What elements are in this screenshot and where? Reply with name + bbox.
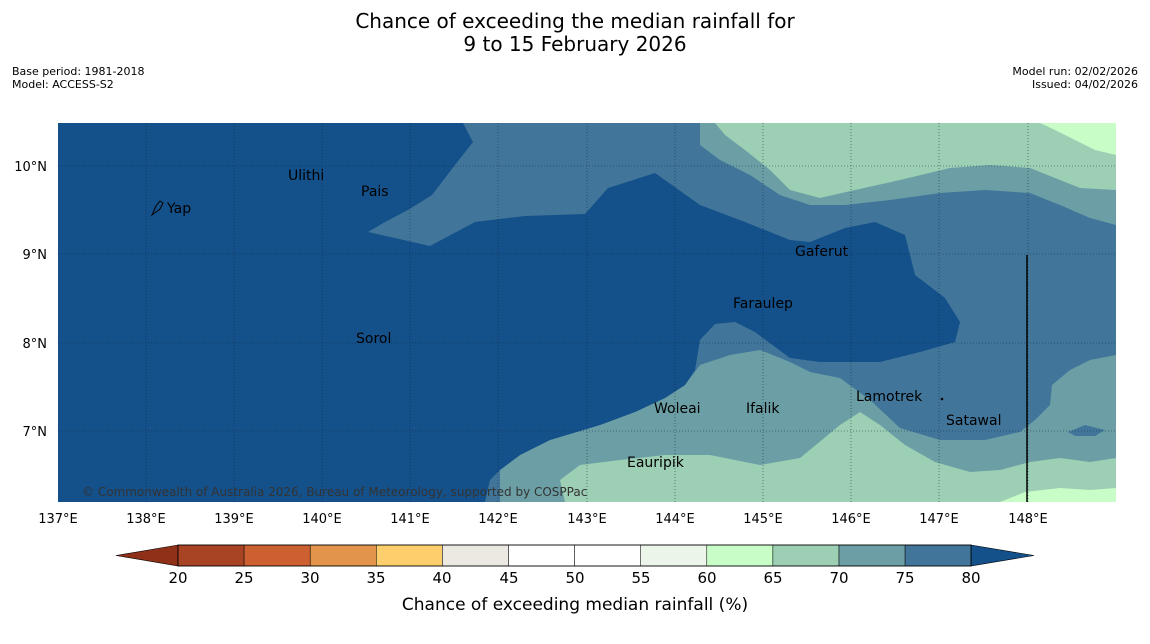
yap-island-shape — [150, 200, 164, 217]
lat-label: 7°N — [23, 425, 48, 440]
field-65-70-south — [560, 412, 1116, 502]
lat-label: 9°N — [23, 248, 48, 263]
colorbar-tick: 40 — [432, 569, 451, 587]
colorbar-tick: 50 — [565, 569, 584, 587]
place-faraulep: Faraulep — [733, 296, 793, 312]
colorbar-bin — [838, 544, 906, 567]
place-satawal: Satawal — [946, 413, 1001, 429]
colorbar-tick: 25 — [234, 569, 253, 587]
lon-label: 147°E — [919, 512, 959, 527]
meta-right: Model run: 02/02/2026 Issued: 04/02/2026 — [1012, 65, 1138, 91]
lon-label: 142°E — [478, 512, 518, 527]
colorbar-bin — [376, 544, 443, 567]
colorbar — [115, 544, 1035, 567]
place-labels: Yap Ulithi Pais Gaferut Faraulep Sorol W… — [166, 168, 1001, 471]
colorbar-under-triangle — [115, 544, 179, 567]
place-yap: Yap — [166, 201, 191, 217]
colorbar-tick: 35 — [366, 569, 385, 587]
colorbar-bin — [309, 544, 377, 567]
colorbar-ticks: 20 25 30 35 40 45 50 55 60 65 70 75 80 — [168, 569, 980, 587]
lon-label: 144°E — [655, 512, 695, 527]
place-sorol: Sorol — [356, 331, 391, 347]
model-name: Model: ACCESS-S2 — [12, 78, 114, 91]
colorbar-tick: 70 — [829, 569, 848, 587]
colorbar-bin — [640, 544, 708, 567]
issued-date: Issued: 04/02/2026 — [1031, 78, 1138, 91]
place-eauripik: Eauripik — [627, 455, 685, 471]
colorbar-bin — [508, 544, 575, 567]
colorbar-tick: 75 — [895, 569, 914, 587]
base-period: Base period: 1981-2018 — [12, 65, 145, 78]
field-60-65-north — [1040, 123, 1116, 155]
lon-label: 141°E — [390, 512, 430, 527]
meta-left: Base period: 1981-2018 Model: ACCESS-S2 — [12, 65, 144, 91]
colorbar-tick: 55 — [631, 569, 650, 587]
colorbar-over-triangle — [970, 544, 1035, 567]
model-run: Model run: 02/02/2026 — [1012, 65, 1138, 78]
place-ifalik: Ifalik — [746, 401, 780, 417]
lat-label: 10°N — [14, 160, 47, 175]
lon-label: 140°E — [302, 512, 342, 527]
colorbar-tick: 30 — [300, 569, 319, 587]
colorbar-bin — [243, 544, 311, 567]
place-lamotrek: Lamotrek — [856, 389, 923, 405]
lon-label: 143°E — [567, 512, 607, 527]
colorbar-frame — [177, 544, 972, 567]
colorbar-tick: 45 — [499, 569, 518, 587]
colorbar-tick: 20 — [168, 569, 187, 587]
title-line-2: 9 to 15 February 2026 — [463, 32, 687, 56]
colorbar-bin — [772, 544, 840, 567]
lon-label: 137°E — [38, 512, 78, 527]
colorbar-tick: 80 — [961, 569, 980, 587]
colorbar-bin — [904, 544, 972, 567]
colorbar-bin — [574, 544, 641, 567]
colorbar-title: Chance of exceeding median rainfall (%) — [402, 595, 748, 615]
field-60-65-south — [1000, 488, 1116, 502]
lon-label: 145°E — [743, 512, 783, 527]
map-title: Chance of exceeding the median rainfall … — [0, 10, 1150, 56]
field-75-80-blob — [1068, 425, 1105, 436]
colorbar-bin — [442, 544, 509, 567]
lon-label: 146°E — [831, 512, 871, 527]
colorbar-bin — [706, 544, 774, 567]
place-gaferut: Gaferut — [795, 244, 849, 260]
place-pais: Pais — [361, 184, 389, 200]
place-ulithi: Ulithi — [288, 168, 324, 184]
place-woleai: Woleai — [654, 401, 701, 417]
title-line-1: Chance of exceeding the median rainfall … — [355, 9, 795, 33]
colorbar-tick: 60 — [697, 569, 716, 587]
lon-label: 138°E — [126, 512, 166, 527]
lat-label: 8°N — [23, 337, 48, 352]
field-80-plus — [58, 123, 960, 502]
lon-label: 148°E — [1008, 512, 1048, 527]
lamotrek-dot — [940, 397, 944, 401]
latitude-labels: 10°N 9°N 8°N 7°N — [14, 160, 47, 440]
longitude-labels: 137°E 138°E 139°E 140°E 141°E 142°E 143°… — [38, 512, 1048, 527]
copyright-notice: © Commonwealth of Australia 2026, Bureau… — [82, 485, 587, 499]
island-outlines — [150, 200, 944, 401]
colorbar-bin — [177, 544, 245, 567]
graticule — [58, 123, 1116, 502]
colorbar-tick: 65 — [763, 569, 782, 587]
field-65-70-north — [715, 123, 1116, 198]
lon-label: 139°E — [214, 512, 254, 527]
